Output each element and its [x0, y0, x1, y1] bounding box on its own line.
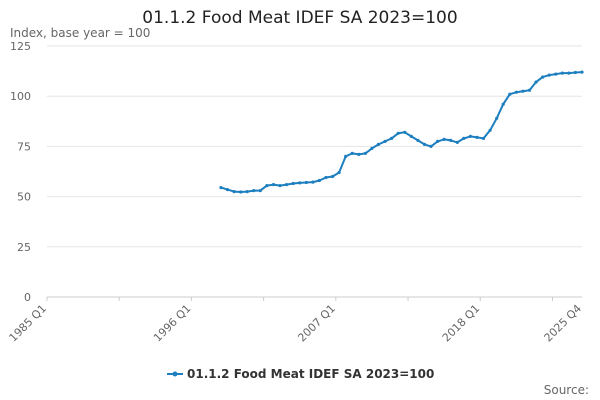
- gridlines: [47, 45, 582, 248]
- data-point: [514, 90, 519, 94]
- data-point: [409, 134, 413, 138]
- data-point: [285, 183, 289, 187]
- series-line: [220, 71, 583, 193]
- y-tick-label: 25: [17, 241, 31, 254]
- data-point: [317, 178, 321, 183]
- data-point: [462, 136, 466, 140]
- data-point: [357, 152, 361, 156]
- data-point: [291, 181, 295, 186]
- data-point: [376, 142, 381, 146]
- data-point: [508, 92, 512, 96]
- plot-area: [219, 70, 584, 194]
- data-point: [258, 189, 262, 193]
- legend: 01.1.2 Food Meat IDEF SA 2023=100: [167, 367, 434, 381]
- data-point: [344, 154, 348, 158]
- y-tick-label: 75: [17, 140, 31, 153]
- data-point: [331, 174, 335, 179]
- data-point: [225, 188, 230, 192]
- data-point: [580, 70, 584, 74]
- data-point: [495, 116, 499, 120]
- data-point: [527, 88, 532, 92]
- data-point: [416, 138, 420, 142]
- source-label: Source:: [544, 383, 589, 397]
- y-tick-label: 125: [10, 40, 31, 53]
- data-point: [442, 137, 446, 141]
- data-point: [252, 189, 256, 193]
- data-point: [573, 70, 578, 75]
- data-point: [390, 136, 394, 140]
- data-point: [245, 190, 249, 194]
- data-point: [265, 184, 269, 188]
- data-point: [429, 144, 433, 148]
- data-point: [350, 151, 354, 155]
- data-point: [488, 128, 492, 132]
- x-tick-label: 2025 Q4: [542, 302, 585, 345]
- data-point: [475, 135, 479, 139]
- data-point: [298, 181, 302, 185]
- data-point: [554, 72, 558, 76]
- data-point: [534, 80, 538, 84]
- data-point: [304, 180, 308, 185]
- y-tick-label: 100: [10, 90, 31, 103]
- data-point: [278, 184, 282, 188]
- y-axis: 0 25 50 75 100 125: [10, 40, 31, 304]
- data-point: [239, 190, 243, 194]
- data-point: [501, 102, 505, 106]
- data-point: [271, 183, 276, 187]
- y-tick-label: 50: [17, 191, 31, 204]
- data-point: [383, 139, 387, 143]
- y-tick-label: 0: [24, 291, 31, 304]
- x-tick-label: 2018 Q1: [440, 302, 483, 345]
- legend-label: 01.1.2 Food Meat IDEF SA 2023=100: [187, 367, 434, 381]
- chart-title: 01.1.2 Food Meat IDEF SA 2023=100: [142, 8, 457, 28]
- data-point: [436, 139, 440, 143]
- data-point: [455, 140, 459, 144]
- data-point: [311, 180, 315, 184]
- data-point: [521, 89, 525, 93]
- data-point: [337, 170, 341, 175]
- data-point: [219, 186, 223, 190]
- data-point: [560, 71, 564, 75]
- data-point: [363, 151, 367, 155]
- x-tick-label: 1996 Q1: [151, 302, 194, 345]
- x-axis: 1985 Q1 1996 Q1 2007 Q1 2018 Q1 2025 Q4: [7, 296, 585, 345]
- data-point: [547, 73, 551, 77]
- y-axis-label: Index, base year = 100: [10, 26, 150, 40]
- data-point: [403, 130, 407, 134]
- legend-swatch-marker: [172, 371, 178, 377]
- x-tick-label: 1985 Q1: [7, 302, 50, 345]
- data-point: [324, 175, 328, 180]
- data-point: [232, 190, 236, 194]
- data-point: [567, 71, 571, 75]
- data-point: [449, 138, 453, 142]
- data-point: [468, 134, 472, 138]
- data-point: [541, 75, 545, 79]
- data-point: [422, 142, 427, 146]
- data-point: [370, 146, 374, 150]
- data-point: [481, 136, 486, 140]
- x-tick-label: 2007 Q1: [295, 302, 338, 345]
- data-point: [396, 131, 400, 135]
